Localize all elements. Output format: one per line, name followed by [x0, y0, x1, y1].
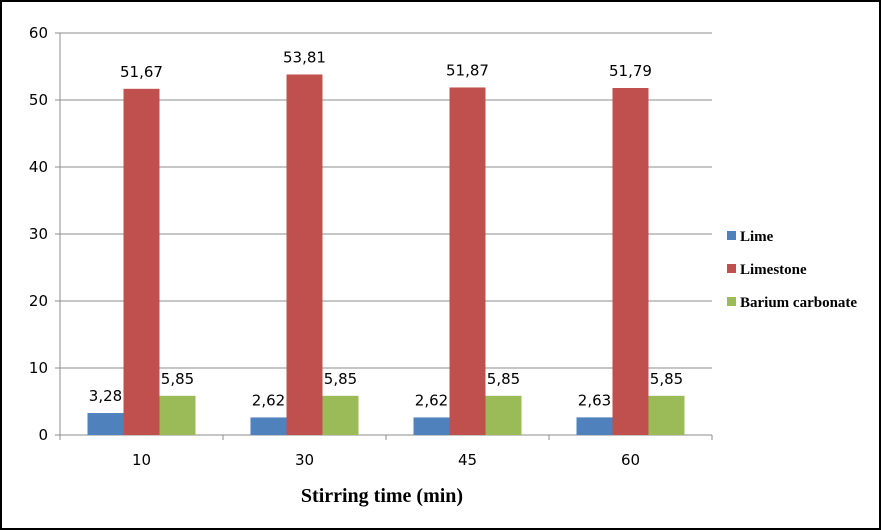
legend-label: Limestone — [740, 262, 807, 278]
bar-limestone — [123, 88, 160, 435]
legend-label: Barium carbonate — [740, 295, 857, 311]
data-label: 2,62 — [415, 391, 448, 409]
data-label: 5,85 — [161, 370, 194, 388]
x-tick-label: 45 — [458, 451, 477, 469]
y-tick-label: 50 — [29, 91, 48, 109]
data-label: 3,28 — [89, 387, 122, 405]
bar-limestone — [612, 88, 649, 435]
bar-lime — [413, 417, 450, 435]
data-label: 5,85 — [650, 370, 683, 388]
data-label: 5,85 — [324, 370, 357, 388]
data-label: 2,63 — [578, 391, 611, 409]
data-label: 51,87 — [446, 61, 489, 79]
bar-lime — [250, 417, 287, 435]
legend-label: Lime — [740, 229, 774, 245]
bar-barium-carbonate — [648, 395, 685, 435]
y-tick-label: 0 — [38, 426, 48, 444]
bar-lime — [87, 413, 124, 435]
x-tick-label: 30 — [295, 451, 314, 469]
y-tick-label: 60 — [29, 24, 48, 42]
data-labels: 3,28 51,67 5,85 2,62 53,81 5,85 2,62 51,87 5,85 2… — [89, 48, 683, 409]
tick-labels: 0 10 20 30 40 50 60 10 30 45 60 — [29, 24, 640, 469]
data-label: 51,79 — [609, 62, 652, 80]
data-label: 2,62 — [252, 391, 285, 409]
bar-barium-carbonate — [159, 395, 196, 435]
x-axis-title: Stirring time (min) — [301, 485, 463, 507]
y-tick-label: 40 — [29, 158, 48, 176]
legend-swatch — [727, 231, 736, 240]
data-label: 5,85 — [487, 370, 520, 388]
bars — [87, 74, 685, 436]
y-tick-label: 10 — [29, 359, 48, 377]
y-tick-label: 20 — [29, 292, 48, 310]
grid-lines — [60, 32, 712, 369]
data-label: 53,81 — [283, 48, 326, 66]
x-tick-label: 60 — [621, 451, 640, 469]
legend-swatch — [727, 264, 736, 273]
y-tick-label: 30 — [29, 225, 48, 243]
legend-swatch — [727, 297, 736, 306]
bar-lime — [576, 417, 613, 435]
legend: Lime Limestone Barium carbonate — [727, 229, 857, 311]
data-label: 51,67 — [120, 63, 163, 81]
bar-barium-carbonate — [485, 395, 522, 435]
x-tick-label: 10 — [132, 451, 151, 469]
bar-barium-carbonate — [322, 395, 359, 435]
bar-limestone — [449, 87, 486, 435]
bar-limestone — [286, 74, 323, 436]
